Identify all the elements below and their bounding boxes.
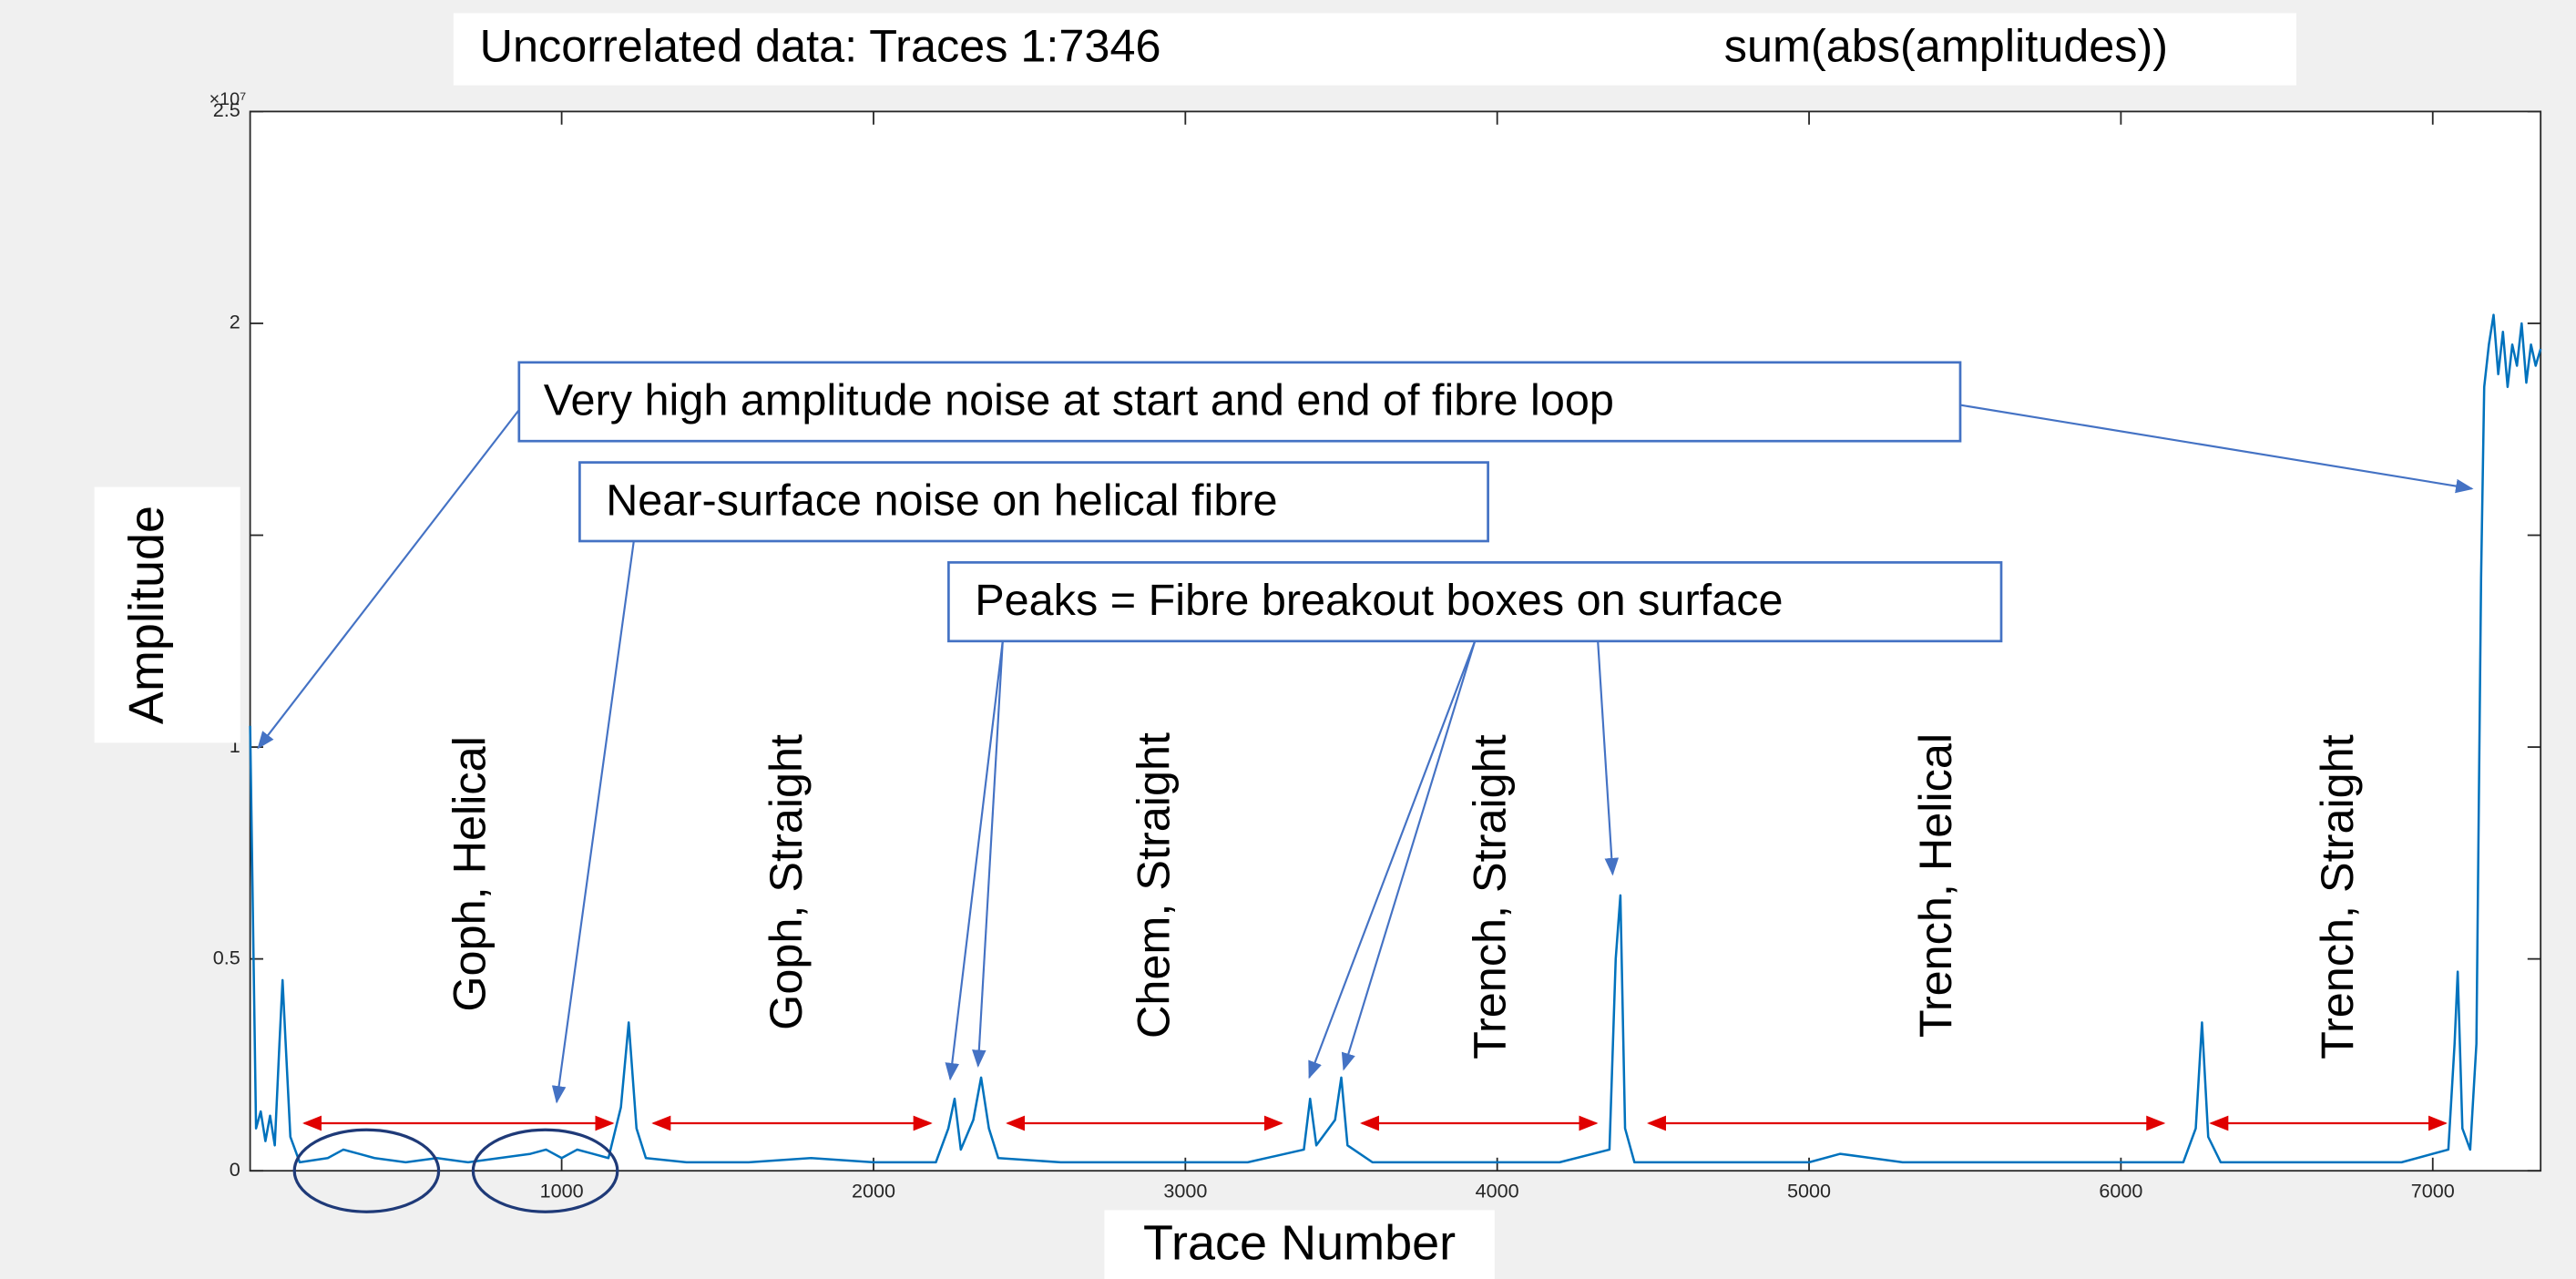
y-tick-label: 2 xyxy=(230,311,240,333)
segment-labels: Goph, Helical Goph, Straight Chem, Strai… xyxy=(444,732,2363,1059)
y-tick-label: 2.5 xyxy=(213,98,240,121)
x-tick-label: 2000 xyxy=(852,1179,895,1202)
title-box xyxy=(453,13,2296,86)
y-label-box xyxy=(94,486,240,743)
x-tick-label: 7000 xyxy=(2411,1179,2455,1202)
y-axis-label: Amplitude xyxy=(119,506,174,724)
x-label-box xyxy=(1104,1210,1495,1279)
segment-label: Trench, Straight xyxy=(1463,734,1515,1059)
x-tick-label: 6000 xyxy=(2099,1179,2142,1202)
callout-arrow xyxy=(1308,640,1477,1079)
segment-label: Goph, Helical xyxy=(444,736,496,1012)
data-line xyxy=(249,313,2542,1164)
segment-label: Trench, Helical xyxy=(1909,733,1961,1038)
segment-label: Goph, Straight xyxy=(760,734,812,1030)
lines xyxy=(249,313,2542,1164)
callout-arrow xyxy=(945,640,1004,1081)
y-exponent: ×10⁷ xyxy=(210,89,247,109)
annotation-box xyxy=(578,461,1489,543)
chart-subtitle: sum(abs(amplitudes)) xyxy=(1724,19,2168,71)
x-tick-label: 3000 xyxy=(1163,1179,1207,1202)
y-tick-label: 0.5 xyxy=(213,946,240,968)
segment-label: Trench, Straight xyxy=(2311,734,2363,1059)
callout-arrow xyxy=(551,540,635,1104)
callout-arrow xyxy=(1341,640,1477,1071)
x-axis-label: Trace Number xyxy=(1143,1215,1456,1270)
y-tick-label: 0 xyxy=(230,1158,240,1181)
highlight-ellipse xyxy=(292,1128,441,1213)
callout-arrow xyxy=(1959,404,2474,494)
callout-arrow xyxy=(257,409,520,750)
callout-arrow xyxy=(972,640,1004,1068)
segment-label: Chem, Straight xyxy=(1127,732,1179,1039)
chart-title: Uncorrelated data: Traces 1:7346 xyxy=(480,19,1161,71)
annotation-box xyxy=(947,561,2003,643)
annotation: Very high amplitude noise at start and e… xyxy=(544,376,1614,425)
annotation: Peaks = Fibre breakout boxes on surface xyxy=(975,576,1783,625)
x-tick-label: 4000 xyxy=(1476,1179,1519,1202)
x-tick-label: 5000 xyxy=(1787,1179,1831,1202)
callout-arrows xyxy=(257,404,2474,1104)
annotation-box xyxy=(517,361,1962,443)
annotation: Near-surface noise on helical fibre xyxy=(606,476,1277,525)
callout-arrow xyxy=(1597,640,1620,876)
highlight-ellipse xyxy=(471,1128,619,1213)
x-tick-label: 1000 xyxy=(540,1179,584,1202)
